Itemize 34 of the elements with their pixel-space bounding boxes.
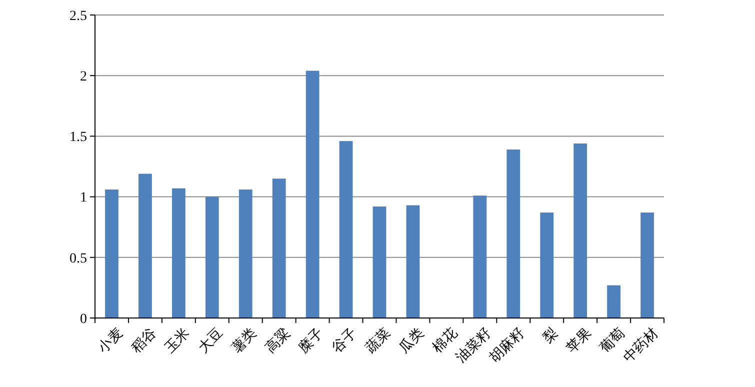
bar (540, 212, 554, 318)
y-tick-label: 1 (80, 190, 87, 206)
bar (574, 143, 588, 318)
x-tick-label: 稻谷 (128, 324, 160, 356)
bar (607, 285, 620, 318)
bar (406, 205, 420, 318)
y-tick-label: 0.5 (70, 251, 87, 266)
y-tick-label: 2 (80, 70, 87, 84)
x-tick-label: 薯类 (228, 324, 260, 356)
bar (506, 150, 520, 318)
x-tick-label: 小麦 (94, 324, 126, 356)
bar (306, 70, 320, 318)
bar (640, 212, 654, 318)
x-tick-label: 瓜类 (396, 324, 428, 356)
x-tick-label: 玉米 (162, 324, 193, 356)
bar (238, 190, 252, 318)
bar (138, 174, 152, 318)
y-tick-label: 2.5 (70, 8, 87, 24)
y-tick-label: 1.5 (70, 130, 87, 146)
bar (473, 196, 487, 318)
y-tick-label: 0 (80, 312, 87, 327)
x-tick-label: 梨 (540, 324, 562, 346)
bar (272, 178, 286, 318)
bar (339, 141, 353, 318)
bar (205, 196, 219, 318)
x-tick-label: 谷子 (329, 324, 360, 356)
x-tick-label: 高粱 (262, 324, 294, 356)
bar (172, 188, 186, 318)
bar (372, 206, 386, 318)
x-tick-label: 糜子 (296, 324, 327, 356)
bar (105, 190, 118, 318)
x-tick-label: 蔬菜 (362, 324, 394, 356)
x-tick-label: 大豆 (195, 324, 226, 356)
x-tick-label: 苹果 (564, 324, 595, 356)
